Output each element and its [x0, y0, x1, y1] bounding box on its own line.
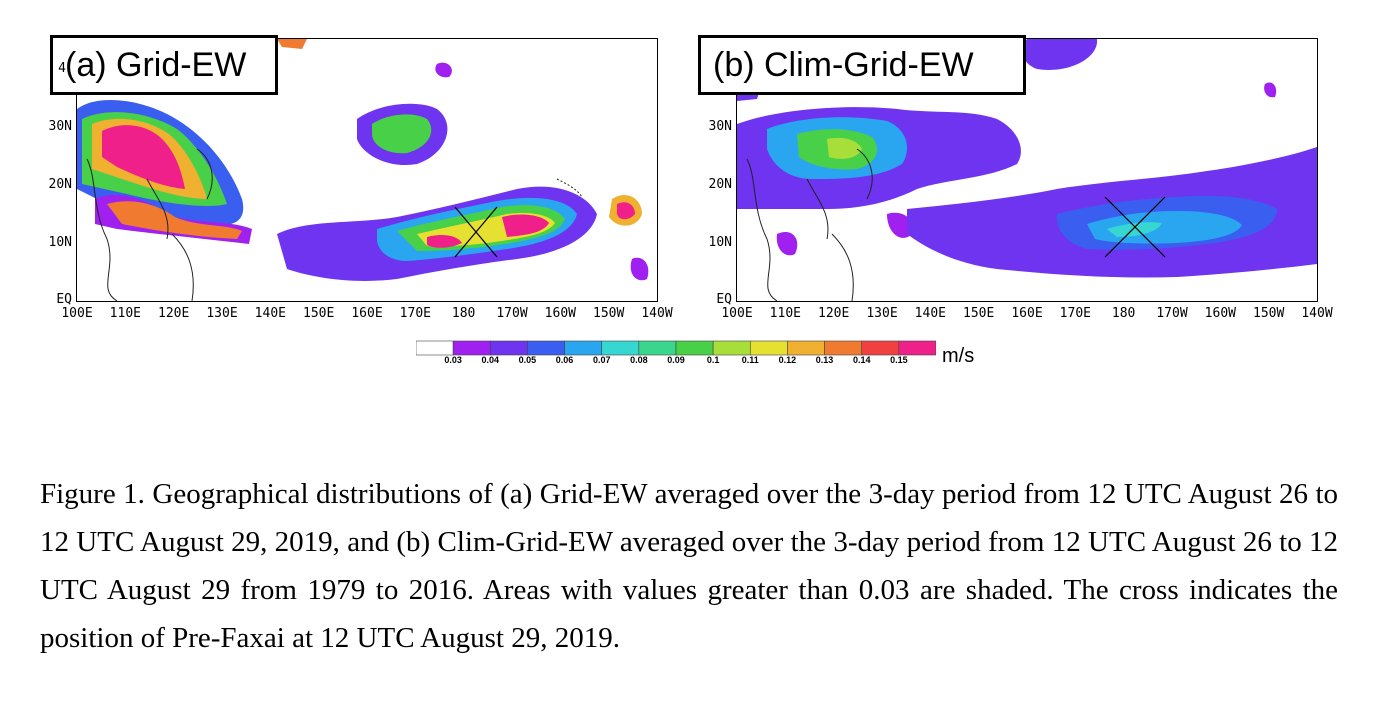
- y-tick-b-20n: 20N: [708, 177, 732, 192]
- panel-b-x-tick-3: 130E: [866, 306, 898, 321]
- panel-a-x-tick-2: 120E: [158, 306, 190, 321]
- panel-b-x-tick-12: 140W: [1301, 306, 1333, 321]
- shade-b-bit1: [1264, 82, 1277, 98]
- panel-b-x-tick-4: 140E: [914, 306, 946, 321]
- shade-a-bit3: [277, 39, 307, 49]
- y-tick-a-20n: 20N: [48, 177, 72, 192]
- shade-a-band-6: [427, 235, 462, 248]
- map-b-plot: [737, 39, 1317, 301]
- cross-b-2: [1104, 196, 1166, 258]
- shade-a-band-5: [502, 214, 549, 237]
- colorbar-swatch-5: [601, 340, 640, 356]
- map-panel-a: [76, 38, 658, 302]
- colorbar-level-3: 0.06: [555, 355, 574, 365]
- panel-b-x-tick-0: 100E: [721, 306, 753, 321]
- colorbar-level-2: 0.05: [518, 355, 537, 365]
- colorbar-swatch-13: [898, 340, 936, 356]
- panel-b-x-tick-2: 120E: [818, 306, 850, 321]
- colorbar-level-0: 0.03: [444, 355, 462, 365]
- coast-b: [746, 148, 873, 301]
- shade-b-asia-4: [827, 137, 862, 159]
- colorbar-swatch-6: [638, 340, 677, 356]
- panel-a-x-tick-12: 140W: [641, 306, 673, 321]
- panel-b-x-tick-7: 170E: [1059, 306, 1091, 321]
- colorbar-swatch-1: [452, 340, 491, 356]
- colorbar-level-10: 0.13: [815, 355, 834, 365]
- shade-a-asia-6: [107, 201, 242, 239]
- panel-a-x-tick-3: 130E: [206, 306, 238, 321]
- panel-a-x-tick-6: 160E: [351, 306, 383, 321]
- colorbar-level-9: 0.12: [778, 355, 797, 365]
- y-tick-a-30n: 30N: [48, 119, 72, 134]
- panel-b-label: (b) Clim-Grid-EW: [698, 35, 1026, 95]
- panel-a-x-tick-0: 100E: [61, 306, 93, 321]
- y-tick-b-10n: 10N: [708, 235, 732, 250]
- panel-a-x-tick-11: 150W: [593, 306, 625, 321]
- panel-a-x-tick-9: 170W: [496, 306, 528, 321]
- map-a-plot: [77, 39, 649, 301]
- colorbar-level-8: 0.11: [741, 355, 759, 365]
- colorbar-swatch-3: [527, 340, 565, 356]
- y-tick-a-eq: EQ: [56, 292, 72, 307]
- y-tick-b-30n: 30N: [708, 119, 732, 134]
- shade-a-np-2: [372, 114, 432, 154]
- shade-a-asia-4: [102, 125, 185, 189]
- colorbar-level-5: 0.08: [630, 355, 648, 365]
- cross-a-2: [454, 206, 498, 258]
- colorbar-level-7: 0.1: [706, 355, 720, 365]
- panel-a-label: (a) Grid-EW: [50, 35, 278, 95]
- colorbar-swatch-10: [787, 340, 825, 356]
- shade-b-top: [1022, 39, 1098, 70]
- y-tick-b-eq: EQ: [716, 292, 732, 307]
- colorbar-level-12: 0.15: [890, 355, 908, 365]
- colorbar-swatch-0: [416, 340, 454, 356]
- panel-a-x-tick-7: 170E: [399, 306, 431, 321]
- panel-a-x-tick-1: 110E: [109, 306, 141, 321]
- panel-b-x-tick-10: 160W: [1204, 306, 1236, 321]
- panel-b-x-tick-9: 170W: [1156, 306, 1188, 321]
- y-tick-a-40n: 4: [58, 61, 66, 76]
- panel-b-x-tick-5: 150E: [963, 306, 995, 321]
- shade-a-east-2: [617, 202, 635, 220]
- shade-b-asia-5: [887, 212, 913, 238]
- colorbar: [416, 340, 936, 356]
- panel-b-x-tick-1: 110E: [769, 306, 801, 321]
- panel-b-x-tick-8: 180: [1111, 306, 1136, 321]
- coast-a-2: [556, 178, 583, 198]
- colorbar-swatch-7: [675, 340, 714, 356]
- panel-a-x-tick-5: 150E: [303, 306, 335, 321]
- y-tick-a-10n: 10N: [48, 235, 72, 250]
- colorbar-swatch-8: [712, 340, 751, 356]
- colorbar-level-11: 0.14: [852, 355, 871, 365]
- figure-caption: Figure 1. Geographical distributions of …: [40, 478, 1338, 654]
- colorbar-units: m/s: [942, 345, 975, 367]
- panel-b-x-tick-6: 160E: [1011, 306, 1043, 321]
- colorbar-level-4: 0.07: [592, 355, 611, 365]
- colorbar-swatch-9: [749, 340, 788, 356]
- shade-a-bit2: [435, 62, 452, 78]
- panel-a-x-tick-8: 180: [451, 306, 476, 321]
- colorbar-level-1: 0.04: [481, 355, 500, 365]
- shade-a-bit1: [630, 257, 649, 281]
- panel-a-x-tick-10: 160W: [544, 306, 576, 321]
- colorbar-swatch-2: [489, 340, 528, 356]
- colorbar-swatch-4: [564, 340, 603, 356]
- colorbar-level-6: 0.09: [667, 355, 685, 365]
- shade-b-asia-6: [776, 231, 798, 256]
- panel-a-x-tick-4: 140E: [254, 306, 286, 321]
- map-panel-b: [736, 38, 1318, 302]
- colorbar-swatch-12: [861, 340, 900, 356]
- coast-a: [86, 148, 213, 301]
- panel-b-x-tick-11: 150W: [1253, 306, 1285, 321]
- colorbar-swatch-11: [824, 340, 863, 356]
- shade-b-band-4: [1107, 222, 1162, 237]
